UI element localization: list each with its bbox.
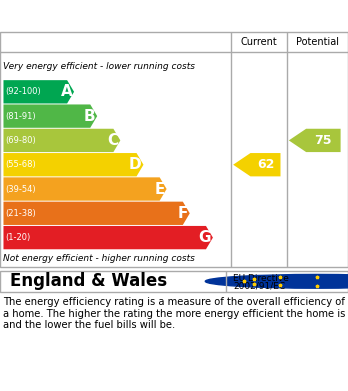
- Text: 75: 75: [315, 134, 332, 147]
- Text: (69-80): (69-80): [5, 136, 36, 145]
- Polygon shape: [3, 80, 74, 104]
- Polygon shape: [3, 178, 167, 201]
- Text: The energy efficiency rating is a measure of the overall efficiency of a home. T: The energy efficiency rating is a measur…: [3, 297, 346, 330]
- Polygon shape: [3, 104, 97, 128]
- Text: (1-20): (1-20): [5, 233, 31, 242]
- Polygon shape: [3, 129, 120, 152]
- Polygon shape: [233, 153, 280, 176]
- Text: A: A: [61, 84, 72, 99]
- Text: E: E: [155, 181, 165, 197]
- Text: EU Directive: EU Directive: [233, 274, 289, 283]
- Text: (39-54): (39-54): [5, 185, 36, 194]
- Text: C: C: [108, 133, 119, 148]
- Text: England & Wales: England & Wales: [10, 272, 168, 291]
- Text: Potential: Potential: [296, 37, 339, 47]
- Text: B: B: [84, 109, 95, 124]
- Text: (92-100): (92-100): [5, 87, 41, 96]
- Text: Very energy efficient - lower running costs: Very energy efficient - lower running co…: [3, 61, 196, 71]
- Text: G: G: [199, 230, 211, 245]
- Polygon shape: [3, 226, 213, 249]
- Text: (81-91): (81-91): [5, 111, 36, 120]
- Text: Not energy efficient - higher running costs: Not energy efficient - higher running co…: [3, 254, 195, 263]
- Text: (55-68): (55-68): [5, 160, 36, 169]
- Circle shape: [205, 274, 348, 288]
- Polygon shape: [3, 202, 190, 225]
- Polygon shape: [289, 129, 341, 152]
- Text: Current: Current: [241, 37, 278, 47]
- Text: 62: 62: [257, 158, 274, 171]
- Polygon shape: [3, 153, 143, 176]
- Text: F: F: [177, 206, 188, 221]
- Text: (21-38): (21-38): [5, 209, 36, 218]
- Text: 2002/91/EC: 2002/91/EC: [233, 282, 285, 291]
- Text: Energy Efficiency Rating: Energy Efficiency Rating: [14, 5, 261, 23]
- Text: D: D: [129, 157, 142, 172]
